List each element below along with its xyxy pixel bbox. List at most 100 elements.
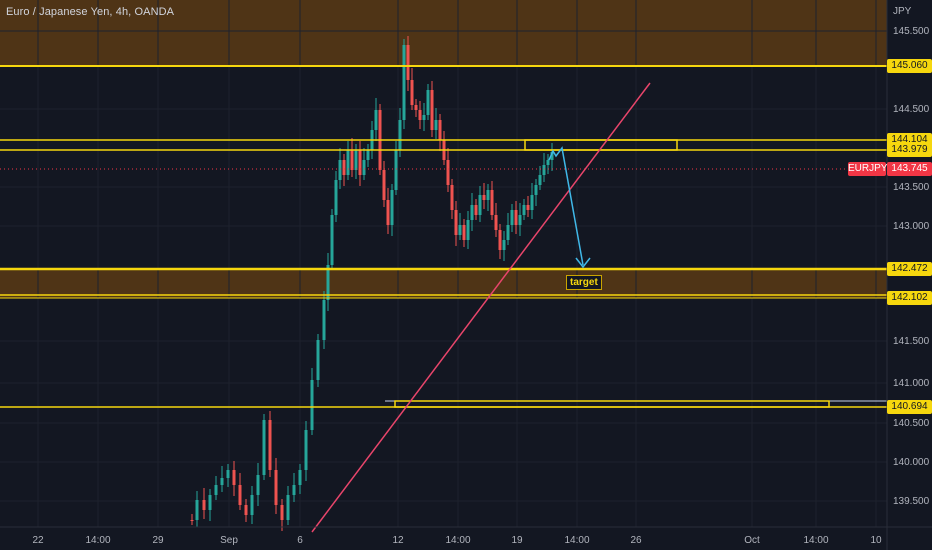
y-tick: 141.500 [893, 336, 930, 347]
projection-path [548, 146, 584, 266]
candle-body [466, 220, 470, 240]
candle-body [354, 150, 358, 170]
candle-body [250, 495, 254, 515]
candle-body [394, 150, 398, 190]
candle-body [474, 205, 478, 215]
support-zone [0, 270, 887, 298]
candle-body [490, 190, 494, 215]
candle-body [526, 205, 530, 210]
y-tick: 144.500 [893, 104, 930, 115]
candle-body [214, 485, 218, 495]
x-tick: 12 [392, 535, 404, 546]
y-tick: 143.000 [893, 221, 930, 232]
candle-body [280, 505, 284, 520]
candle-body [190, 520, 194, 521]
candle-body [238, 485, 242, 505]
current-price-label: 143.745 [887, 162, 932, 176]
candle-body [438, 120, 442, 140]
y-tick: 140.500 [893, 418, 930, 429]
projection-arrowhead [575, 257, 591, 269]
candle-body [486, 190, 490, 200]
candle-body [414, 105, 418, 110]
candle-body [550, 152, 554, 160]
candle-body [350, 150, 354, 170]
candle-body [450, 185, 454, 210]
candle-body [482, 195, 486, 200]
y-tick: 141.000 [893, 378, 930, 389]
candle-body [522, 205, 526, 215]
candle-body [530, 195, 534, 210]
candle-body [366, 150, 370, 160]
candle-body [398, 120, 402, 150]
candle-body [316, 340, 320, 380]
candle-body [362, 160, 366, 175]
candle-body [292, 485, 296, 495]
candle-body [256, 475, 260, 495]
candle-body [426, 90, 430, 115]
x-tick: 26 [630, 535, 642, 546]
candle-body [422, 115, 426, 120]
candle-body [310, 380, 314, 430]
grid-lines [0, 0, 887, 527]
candle-body [510, 210, 514, 225]
y-tick: 145.500 [893, 26, 930, 37]
currency-label: JPY [893, 6, 912, 17]
x-tick: 14:00 [445, 535, 471, 546]
candle-body [358, 150, 362, 175]
candle-body [244, 505, 248, 515]
y-tick: 139.500 [893, 496, 930, 507]
candle-body [478, 195, 482, 215]
candle-body [195, 500, 199, 520]
candle-body [430, 90, 434, 130]
candle-body [410, 80, 414, 105]
candle-body [494, 215, 498, 230]
candle-body [470, 205, 474, 220]
candle-body [342, 160, 346, 175]
y-tick: 143.500 [893, 182, 930, 193]
candle-body [446, 160, 450, 185]
candle-body [232, 470, 236, 485]
target-label[interactable]: target [566, 275, 602, 290]
x-tick: Sep [220, 535, 238, 546]
candle-body [514, 210, 518, 225]
candle-body [304, 430, 308, 470]
resistance-box [524, 139, 678, 151]
candle-body [338, 160, 342, 180]
resistance-zone [0, 0, 887, 66]
candle-body [518, 215, 522, 225]
candle-body [434, 120, 438, 130]
candle-body [220, 478, 224, 485]
candle-body [226, 470, 230, 478]
candle-body [458, 225, 462, 235]
chart-title: Euro / Japanese Yen, 4h, OANDA [6, 6, 175, 18]
x-tick: Oct [744, 535, 760, 546]
candle-body [498, 230, 502, 250]
candle-body [268, 420, 272, 470]
candle-body [462, 225, 466, 240]
y-tick: 140.000 [893, 457, 930, 468]
x-tick: 14:00 [803, 535, 829, 546]
candle-body [202, 500, 206, 510]
ascending-trendline [311, 82, 651, 533]
candle-body [454, 210, 458, 235]
candle-body [382, 170, 386, 200]
candle-body [262, 420, 266, 475]
candle-body [298, 470, 302, 485]
candle-body [402, 45, 406, 120]
candle-body [322, 300, 326, 340]
x-tick: 29 [152, 535, 164, 546]
price-label-142102: 142.102 [887, 291, 932, 305]
price-label-142472: 142.472 [887, 262, 932, 276]
candle-body [286, 495, 290, 520]
level-140694-box [394, 400, 830, 408]
candle-body [406, 45, 410, 80]
candle-body [386, 200, 390, 225]
candle-body [546, 160, 550, 165]
x-tick: 14:00 [564, 535, 590, 546]
candle-body [534, 185, 538, 195]
x-tick: 6 [297, 535, 303, 546]
x-tick: 22 [32, 535, 44, 546]
price-label-143979: 143.979 [887, 143, 932, 157]
candle-body [418, 110, 422, 120]
